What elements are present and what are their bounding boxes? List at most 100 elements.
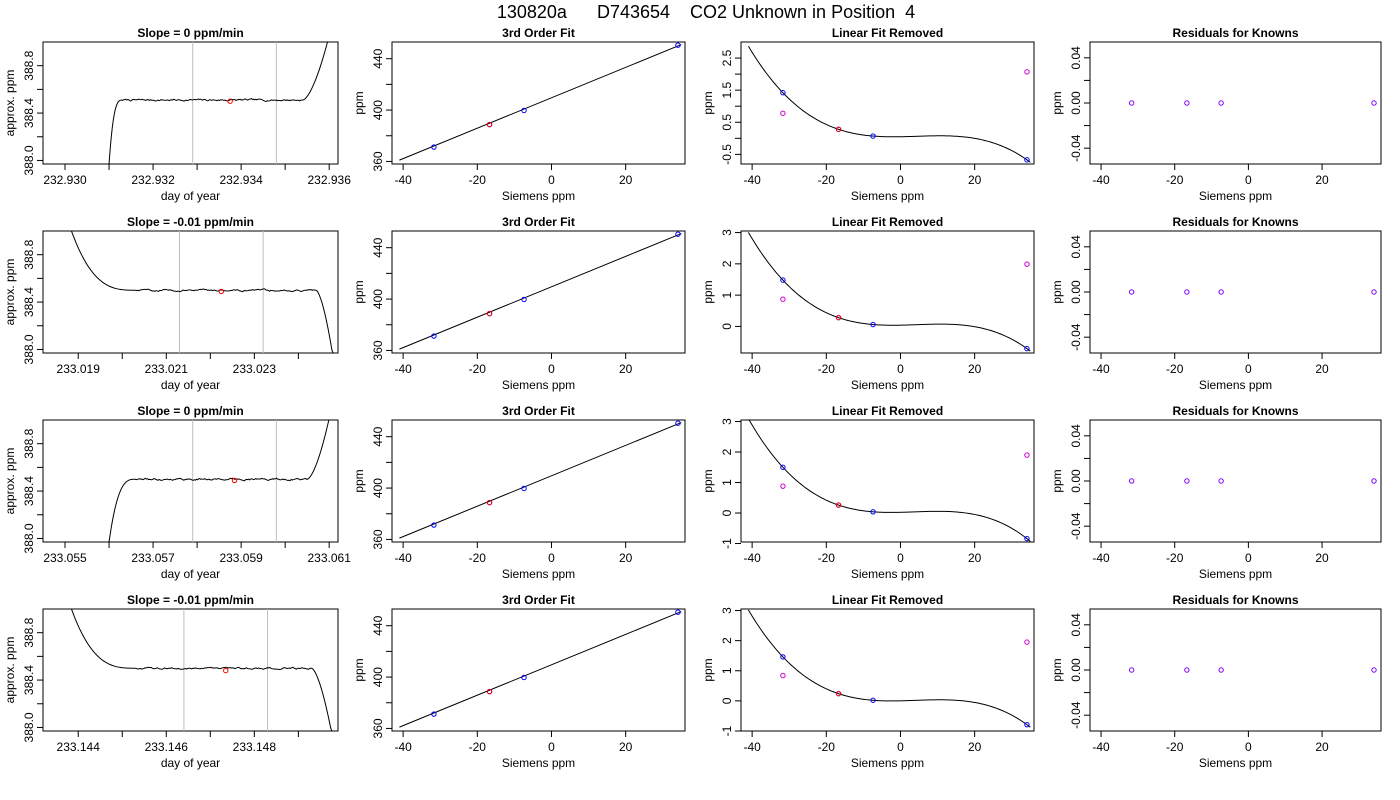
- known-point: [675, 231, 681, 237]
- fit-line: [399, 44, 682, 161]
- plot-area: [747, 609, 1031, 728]
- y-tick-label: 388.8: [22, 50, 36, 80]
- residual-point: [1371, 289, 1377, 295]
- panel-title: 3rd Order Fit: [502, 404, 575, 418]
- x-tick-label: 20: [968, 362, 982, 376]
- y-axis-label: ppm: [701, 469, 715, 492]
- y-tick-label: 3: [720, 229, 734, 236]
- x-axis-label: Siemens ppm: [851, 756, 924, 770]
- panel-title: Linear Fit Removed: [832, 26, 943, 40]
- plot-area: [1128, 478, 1377, 484]
- x-tick-label: -20: [1166, 173, 1184, 187]
- known-point: [870, 509, 876, 515]
- y-tick-label: 2: [720, 260, 734, 267]
- x-tick-label: 233.057: [131, 551, 175, 565]
- plot-area: [1128, 100, 1377, 106]
- plot-area: [70, 609, 338, 731]
- known-point: [1024, 345, 1030, 352]
- residual-point: [1218, 289, 1224, 295]
- y-tick-label: 0: [720, 323, 734, 330]
- y-tick-label: 360: [371, 529, 385, 549]
- plot-frame: [42, 230, 339, 354]
- x-axis-label: Siemens ppm: [502, 756, 575, 770]
- y-tick-label: 440: [371, 48, 385, 68]
- y-tick-label: 0: [720, 509, 734, 516]
- y-axis-label: ppm: [701, 658, 715, 681]
- x-tick-label: -40: [743, 173, 761, 187]
- x-tick-label: 233.144: [57, 740, 101, 754]
- panel-time-series-row-2: Slope = -0.01 ppm/min 233.019 233.021 233.0…: [3, 215, 339, 392]
- panel-residual-curve-row-1: Linear Fit Removed -40 -20 0 20 -0.5 0.5 1.5 2.5…: [701, 26, 1035, 203]
- plot-frame: [740, 608, 1035, 732]
- y-tick-label: 388.0: [22, 145, 36, 175]
- x-axis-label: Siemens ppm: [851, 567, 924, 581]
- x-tick-label: 0: [897, 551, 904, 565]
- x-tick-label: 233.019: [57, 362, 101, 376]
- x-tick-label: -40: [743, 740, 761, 754]
- known-point: [675, 609, 681, 615]
- panel-residual-curve-row-4: Linear Fit Removed -40 -20 0 20 -1 0 1 2 3 Siemens…: [701, 593, 1035, 770]
- plot-frame: [391, 41, 686, 165]
- residual-point: [1128, 667, 1135, 673]
- panel-time-series-row-4: Slope = -0.01 ppm/min 233.144 233.146 233.1…: [3, 593, 339, 770]
- x-tick-label: -20: [1166, 362, 1184, 376]
- panel-knowns-residual-row-3: Residuals for Knowns -40 -20 0 20 -0.04 0.00 0.…: [1050, 404, 1382, 581]
- y-tick-label: 2: [720, 637, 734, 644]
- x-tick-label: 20: [968, 551, 982, 565]
- plot-frame: [391, 230, 686, 354]
- y-tick-label: 388.8: [22, 617, 36, 647]
- residual-point: [1184, 100, 1190, 106]
- panel-title: 3rd Order Fit: [502, 215, 575, 229]
- x-tick-label: 232.930: [43, 173, 87, 187]
- known-point: [431, 333, 437, 339]
- residual-point: [1128, 100, 1135, 106]
- panel-residual-curve-row-2: Linear Fit Removed -40 -20 0 20 0 1 2 3 Siemens p…: [701, 215, 1035, 392]
- y-axis-label: ppm: [352, 91, 366, 114]
- x-tick-label: 20: [619, 551, 633, 565]
- panel-title: Slope = 0 ppm/min: [137, 404, 243, 418]
- reference-point: [1024, 452, 1030, 458]
- x-tick-label: -20: [469, 551, 487, 565]
- y-tick-label: 440: [371, 426, 385, 446]
- x-axis-label: day of year: [161, 189, 220, 203]
- y-tick-label: 0.00: [1069, 280, 1083, 304]
- panel-title: Residuals for Knowns: [1172, 404, 1298, 418]
- plot-frame: [42, 41, 339, 165]
- y-tick-label: -0.04: [1069, 701, 1083, 729]
- y-tick-label: 0.00: [1069, 658, 1083, 682]
- known-point: [1024, 535, 1030, 542]
- x-tick-label: 232.936: [307, 173, 351, 187]
- known-point: [780, 464, 786, 470]
- panel-title: 3rd Order Fit: [502, 593, 575, 607]
- unknown-point: [835, 126, 842, 133]
- x-tick-label: 0: [897, 362, 904, 376]
- cubic-curve: [748, 420, 1031, 542]
- y-tick-label: 360: [371, 718, 385, 738]
- x-tick-label: 0: [1245, 740, 1252, 754]
- y-tick-label: 400: [371, 667, 385, 687]
- x-tick-label: 233.023: [233, 362, 277, 376]
- y-tick-label: -0.04: [1069, 512, 1083, 540]
- panel-knowns-residual-row-2: Residuals for Knowns -40 -20 0 20 -0.04 0.00 0.…: [1050, 215, 1382, 392]
- y-tick-label: 0.5: [720, 114, 734, 131]
- x-tick-label: 233.061: [307, 551, 351, 565]
- known-point: [870, 697, 876, 703]
- x-axis-label: Siemens ppm: [1199, 567, 1272, 581]
- residual-point: [1184, 478, 1190, 484]
- reference-point: [1024, 639, 1030, 645]
- known-point: [780, 277, 786, 283]
- x-tick-label: 20: [1315, 551, 1329, 565]
- y-tick-label: 388.8: [22, 239, 36, 269]
- known-point: [780, 654, 786, 660]
- concentration-trace: [70, 231, 338, 353]
- mean-point: [231, 477, 238, 484]
- x-tick-label: -20: [1166, 740, 1184, 754]
- plot-area: [399, 420, 682, 539]
- residual-point: [1218, 667, 1224, 673]
- y-tick-label: 1: [720, 479, 734, 486]
- y-tick-label: 388.0: [22, 523, 36, 553]
- y-tick-label: 1: [720, 667, 734, 674]
- reference-point: [780, 483, 786, 489]
